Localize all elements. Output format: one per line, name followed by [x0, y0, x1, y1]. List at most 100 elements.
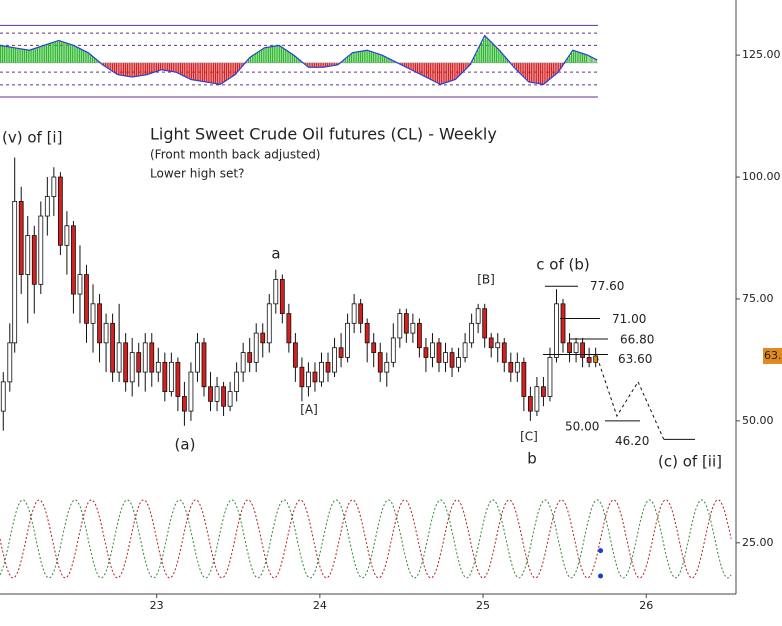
oscillator-bar [332, 62, 334, 66]
oscillator-bar [449, 62, 452, 82]
candle-body [110, 322, 116, 373]
oscillator-bar [526, 62, 529, 81]
candle-body [358, 303, 364, 324]
level-label: 50.00 [565, 419, 599, 433]
level-label: 46.20 [615, 434, 649, 448]
candle-body [25, 235, 31, 275]
candle-body [273, 279, 279, 305]
oscillator-bar [554, 62, 556, 76]
candle-body [247, 352, 253, 363]
oscillator-bar [86, 51, 88, 63]
candle-body [149, 342, 155, 373]
oscillator-line [0, 34, 598, 86]
oscillator-bar [583, 53, 586, 63]
oscillator-bar [352, 52, 354, 63]
candle-body [175, 361, 181, 397]
candle-body [586, 357, 592, 363]
oscillator-bar [324, 62, 327, 67]
oscillator-bar [477, 50, 479, 63]
candle-body [182, 396, 187, 412]
projection-line [596, 357, 665, 441]
oscillator-bar [246, 61, 248, 63]
oscillator-bar [260, 50, 263, 63]
oscillator-bar [29, 50, 31, 63]
oscillator-bar [532, 62, 534, 83]
candle-body [573, 342, 579, 353]
candle-body [234, 371, 240, 393]
oscillator-bar [392, 60, 395, 63]
oscillator-bar [211, 62, 213, 83]
oscillator-bar [497, 48, 499, 63]
oscillator-bar [16, 48, 18, 63]
oscillator-bar [436, 62, 439, 83]
oscillator-bar [519, 62, 521, 73]
wave-label: [C] [520, 430, 538, 444]
level-label: 63.60 [618, 352, 652, 366]
oscillator-bar [179, 62, 182, 75]
oscillator-bar [378, 53, 380, 63]
candle-body [527, 396, 533, 412]
oscillator-bar [121, 62, 123, 76]
oscillator-bar [73, 45, 75, 63]
candle-body [116, 342, 122, 373]
candle-body [266, 303, 272, 344]
candle-body [90, 303, 96, 324]
oscillator-bar [190, 62, 193, 80]
oscillator-bar [42, 45, 44, 63]
oscillator-bar [84, 50, 86, 63]
oscillator-bar [537, 62, 540, 84]
oscillator-bar [444, 62, 446, 84]
candle-body [77, 274, 83, 295]
candle-body [18, 201, 24, 275]
oscillator-bar [569, 55, 571, 63]
oscillator-bar [534, 62, 536, 83]
oscillator-bar [266, 47, 268, 63]
oscillator-bar [141, 62, 143, 76]
oscillator-bar [1, 45, 4, 63]
oscillator-bar [547, 62, 549, 82]
oscillator-bar [530, 62, 532, 83]
oscillator-bar [104, 62, 106, 67]
oscillator-bar [269, 46, 272, 63]
oscillator-bar [380, 54, 382, 63]
oscillator-bar [341, 61, 343, 63]
oscillator-bar [286, 50, 288, 63]
oscillator-bar [400, 62, 402, 65]
oscillator-bar [418, 62, 420, 74]
oscillator-bar [523, 62, 525, 77]
oscillator-bar [365, 50, 367, 63]
oscillator-bar [145, 62, 147, 75]
y-tick-label: 50.00 [742, 414, 774, 427]
oscillator-bar [277, 45, 279, 63]
oscillator-bar [3, 45, 6, 63]
y-tick-label: 100.00 [742, 170, 781, 183]
oscillator-bar [55, 41, 57, 63]
oscillator-bar [330, 62, 332, 67]
candle-body [221, 386, 226, 407]
oscillator-bar [383, 56, 386, 63]
oscillator-bar [80, 49, 83, 63]
oscillator-bar [282, 47, 285, 63]
oscillator-bar [108, 62, 110, 69]
oscillator-bar [146, 62, 149, 75]
oscillator-bar [348, 55, 351, 63]
oscillator-bar [370, 51, 373, 63]
oscillator-bar [512, 62, 514, 66]
oscillator-bar [550, 62, 553, 79]
oscillator-bar [279, 45, 281, 63]
x-tick-label: 23 [150, 599, 164, 612]
oscillator-bar [31, 49, 33, 63]
oscillator-bar [205, 62, 207, 82]
oscillator-bar [431, 62, 433, 80]
oscillator-bar [196, 62, 198, 81]
oscillator-bar [18, 48, 20, 63]
oscillator-bar [198, 62, 200, 81]
candle-body [44, 196, 50, 217]
oscillator-bar [479, 46, 481, 63]
oscillator-bar [321, 62, 323, 68]
oscillator-bar [464, 62, 466, 71]
oscillator-bar [38, 47, 40, 63]
oscillator-bar [119, 62, 121, 75]
candle-body [214, 386, 220, 402]
oscillator-bar [556, 62, 558, 74]
